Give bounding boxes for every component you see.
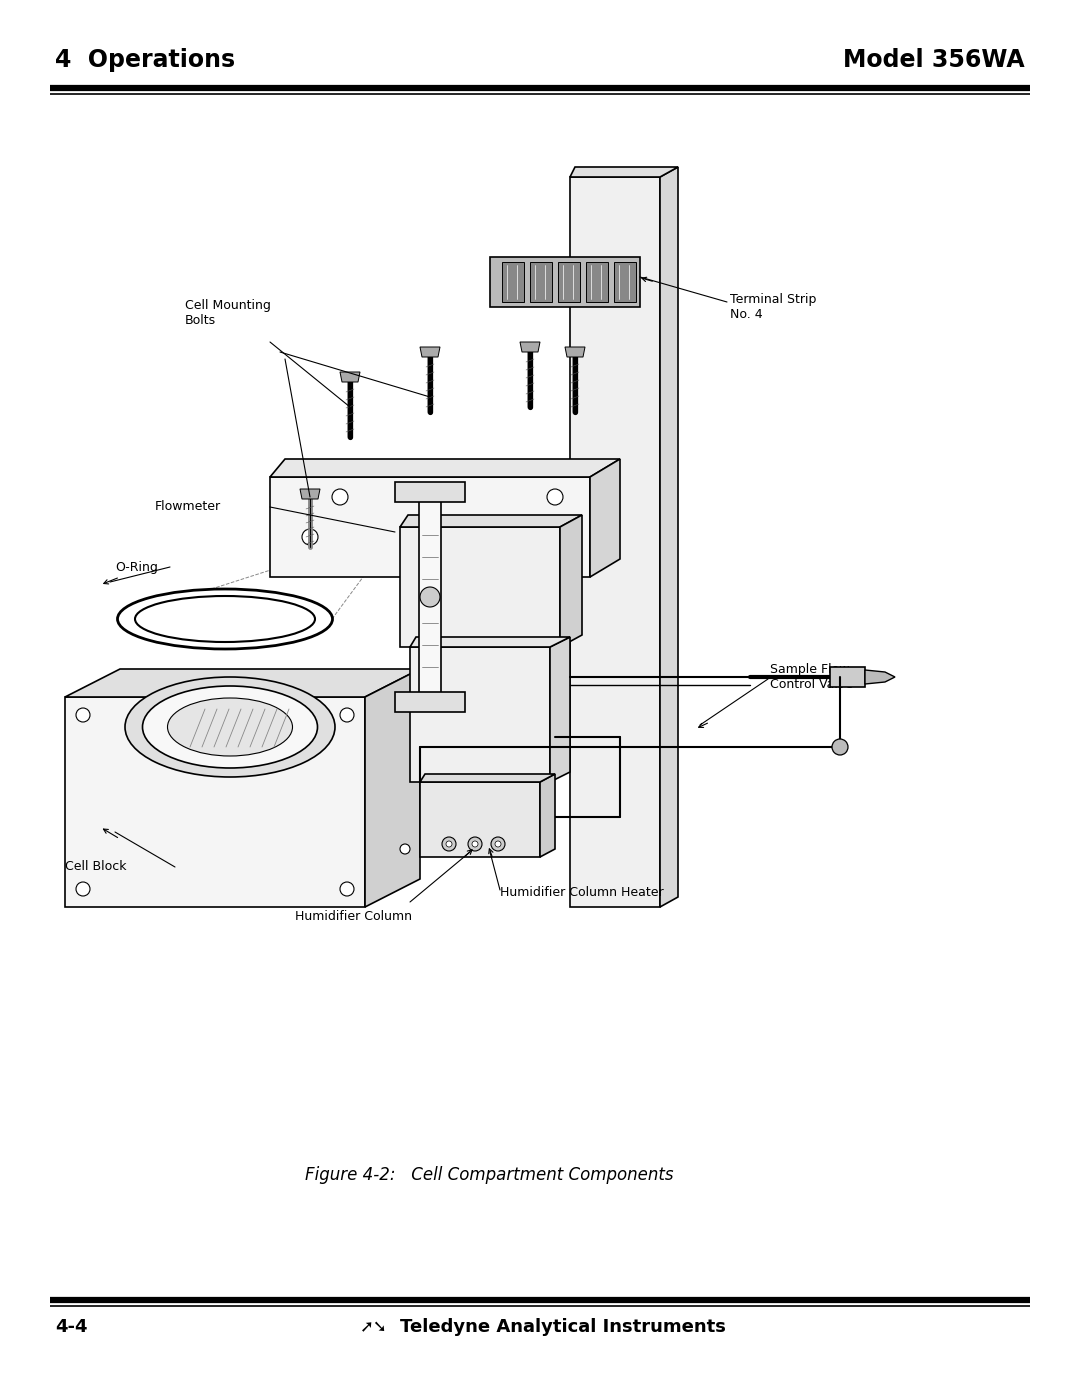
Polygon shape [270, 460, 620, 476]
Text: Cell Block: Cell Block [65, 861, 126, 873]
Circle shape [546, 489, 563, 504]
Text: Humidifier Column Heater: Humidifier Column Heater [500, 886, 663, 898]
Polygon shape [570, 177, 660, 907]
Text: ➚➘: ➚➘ [360, 1317, 388, 1336]
Text: O-Ring: O-Ring [114, 560, 158, 574]
Polygon shape [65, 697, 365, 907]
Polygon shape [395, 482, 465, 502]
Polygon shape [558, 263, 580, 302]
Polygon shape [400, 527, 561, 647]
Circle shape [542, 531, 558, 548]
Text: 4-4: 4-4 [55, 1317, 87, 1336]
Circle shape [332, 489, 348, 504]
Text: Cell Mounting
Bolts: Cell Mounting Bolts [185, 299, 271, 327]
Ellipse shape [167, 698, 293, 756]
Circle shape [420, 587, 440, 608]
Circle shape [340, 882, 354, 895]
Polygon shape [420, 782, 540, 856]
Circle shape [76, 708, 90, 722]
Text: Terminal Strip
No. 4: Terminal Strip No. 4 [730, 293, 816, 321]
Text: Teledyne Analytical Instruments: Teledyne Analytical Instruments [400, 1317, 726, 1336]
Text: Figure 4-2:   Cell Compartment Components: Figure 4-2: Cell Compartment Components [305, 1166, 674, 1185]
Polygon shape [502, 263, 524, 302]
Polygon shape [490, 257, 640, 307]
Polygon shape [865, 671, 895, 685]
Polygon shape [550, 637, 570, 782]
Polygon shape [586, 263, 608, 302]
Polygon shape [419, 497, 441, 697]
Polygon shape [420, 774, 555, 782]
Polygon shape [615, 263, 636, 302]
Ellipse shape [125, 678, 335, 777]
Circle shape [302, 529, 318, 545]
Polygon shape [395, 692, 465, 712]
Polygon shape [400, 515, 582, 527]
Text: Model 356WA: Model 356WA [843, 47, 1025, 73]
Circle shape [340, 708, 354, 722]
Polygon shape [340, 372, 360, 381]
Circle shape [468, 837, 482, 851]
Text: Sample Flow
Control Valve: Sample Flow Control Valve [770, 664, 853, 692]
Polygon shape [420, 346, 440, 358]
Polygon shape [365, 669, 420, 907]
Polygon shape [565, 346, 585, 358]
Text: 4  Operations: 4 Operations [55, 47, 235, 73]
Text: Humidifier Column: Humidifier Column [295, 911, 411, 923]
Polygon shape [561, 515, 582, 647]
Polygon shape [590, 460, 620, 577]
Polygon shape [270, 476, 590, 577]
Ellipse shape [143, 686, 318, 768]
Polygon shape [65, 669, 420, 697]
Circle shape [400, 844, 410, 854]
Circle shape [442, 837, 456, 851]
Circle shape [495, 841, 501, 847]
Ellipse shape [118, 590, 333, 650]
Polygon shape [530, 263, 552, 302]
Circle shape [491, 837, 505, 851]
Ellipse shape [135, 597, 315, 643]
Polygon shape [410, 647, 550, 782]
Text: Flowmeter: Flowmeter [156, 500, 221, 514]
Polygon shape [519, 342, 540, 352]
Polygon shape [831, 666, 865, 687]
Circle shape [832, 739, 848, 754]
Polygon shape [660, 168, 678, 907]
Circle shape [472, 841, 478, 847]
Circle shape [76, 882, 90, 895]
Polygon shape [300, 489, 320, 499]
Circle shape [446, 841, 453, 847]
Polygon shape [570, 168, 678, 177]
Polygon shape [410, 637, 570, 647]
Polygon shape [540, 774, 555, 856]
